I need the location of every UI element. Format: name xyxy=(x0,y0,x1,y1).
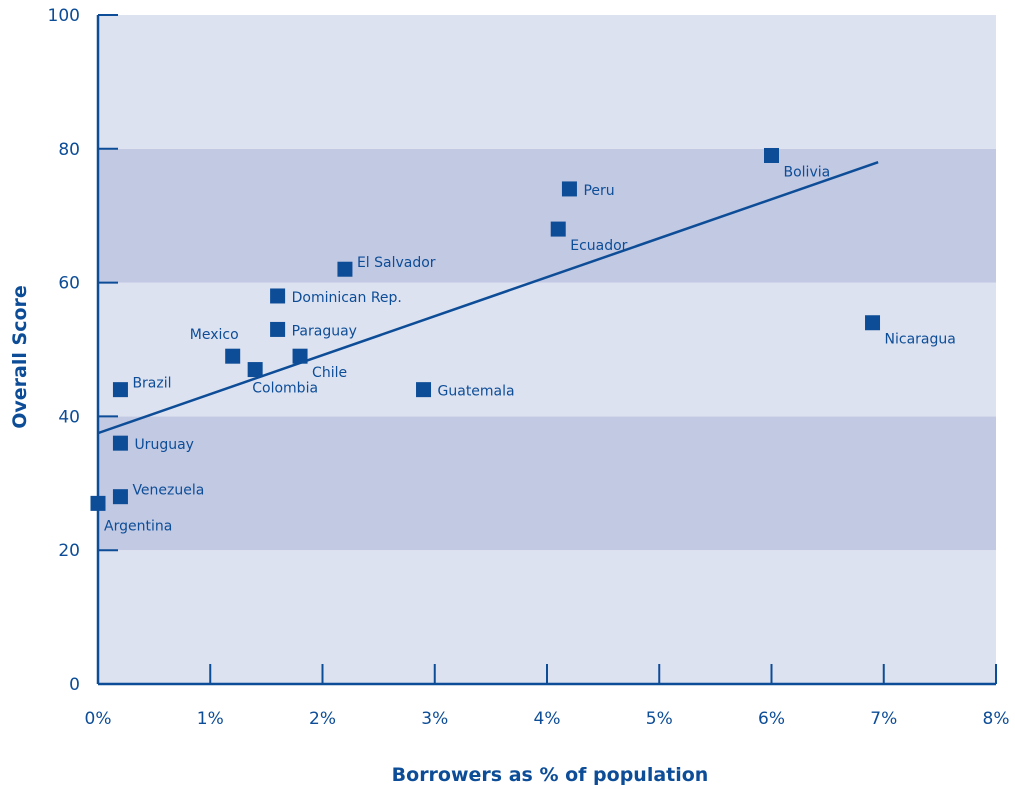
band-1 xyxy=(98,416,996,551)
data-points xyxy=(90,147,881,511)
label-mexico: Mexico xyxy=(190,327,239,343)
point-venezuela xyxy=(112,489,128,505)
y-axis-title: Overall Score xyxy=(9,285,31,429)
x-tick-label: 0% xyxy=(85,709,112,729)
band-2 xyxy=(98,282,996,417)
point-guatemala xyxy=(416,382,432,398)
label-nicaragua: Nicaragua xyxy=(885,332,956,348)
y-tick-label: 40 xyxy=(58,407,80,427)
point-argentina xyxy=(90,495,106,511)
label-brazil: Brazil xyxy=(132,376,171,392)
axes xyxy=(96,14,997,686)
trendline-group xyxy=(97,160,879,435)
point-peru xyxy=(561,181,577,197)
y-tick-label: 60 xyxy=(58,274,80,294)
label-bolivia: Bolivia xyxy=(784,164,831,180)
x-tick-label: 4% xyxy=(534,709,561,729)
tick-labels: 0 20 40 60 80 100 0% 1% 2% 3% 4% 5% 6% 7% 8% xyxy=(48,6,1010,729)
band-3 xyxy=(98,148,996,283)
y-tick-label: 0 xyxy=(69,675,80,695)
x-tick-label: 8% xyxy=(983,709,1010,729)
label-argentina: Argentina xyxy=(104,518,172,534)
point-dominican-rep xyxy=(270,288,286,304)
point-paraguay xyxy=(270,321,286,337)
band-0 xyxy=(98,550,996,684)
trendline xyxy=(97,160,879,435)
x-tick-label: 5% xyxy=(646,709,673,729)
x-tick-label: 6% xyxy=(758,709,785,729)
point-bolivia xyxy=(764,147,779,163)
point-el-salvador xyxy=(337,261,353,277)
y-tick-label: 80 xyxy=(58,140,80,160)
point-nicaragua xyxy=(865,315,881,331)
label-venezuela: Venezuela xyxy=(132,483,204,499)
point-ecuador xyxy=(550,221,566,237)
label-paraguay: Paraguay xyxy=(292,323,357,339)
x-tick-label: 7% xyxy=(870,709,897,729)
x-tick-label: 3% xyxy=(421,709,448,729)
x-axis-title: Borrowers as % of population xyxy=(392,764,709,786)
label-ecuador: Ecuador xyxy=(570,238,627,254)
y-tick-label: 100 xyxy=(48,6,80,26)
label-dominican-rep: Dominican Rep. xyxy=(292,290,402,306)
background-bands xyxy=(98,15,996,684)
x-tick-label: 2% xyxy=(309,709,336,729)
label-peru: Peru xyxy=(583,183,614,199)
label-colombia: Colombia xyxy=(252,381,318,397)
point-uruguay xyxy=(112,435,128,451)
point-labels: Argentina Venezuela Uruguay Brazil Mexico Col… xyxy=(104,164,956,534)
x-tick-label: 1% xyxy=(197,709,224,729)
label-uruguay: Uruguay xyxy=(134,437,194,453)
label-guatemala: Guatemala xyxy=(438,384,515,400)
y-tick-label: 20 xyxy=(58,541,80,561)
point-mexico xyxy=(225,348,241,364)
label-el-salvador: El Salvador xyxy=(357,255,436,271)
point-brazil xyxy=(112,382,128,398)
point-chile xyxy=(292,348,308,364)
label-chile: Chile xyxy=(312,365,347,381)
band-4 xyxy=(98,15,996,149)
point-colombia xyxy=(247,362,263,378)
